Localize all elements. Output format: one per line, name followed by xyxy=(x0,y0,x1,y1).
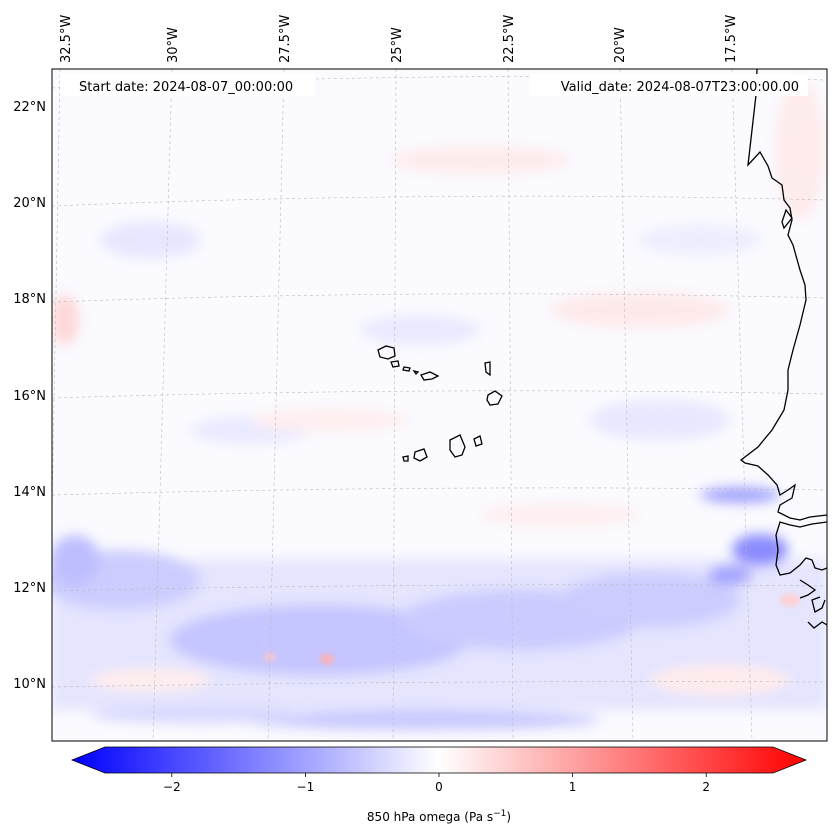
colorbar-tick-label: 2 xyxy=(702,780,710,794)
map-frame xyxy=(51,68,828,742)
colorbar-bar xyxy=(70,746,808,774)
valid-date-box xyxy=(530,74,808,96)
lat-label-10n: 10°N xyxy=(13,677,46,692)
colorbar-tick-label: −1 xyxy=(297,780,315,794)
colorbar-tick-label: 1 xyxy=(569,780,577,794)
colorbar-tick-label: 0 xyxy=(435,780,443,794)
lon-label-22-5w: 22.5°W xyxy=(502,15,517,63)
lat-label-20n: 20°N xyxy=(13,196,46,211)
omega-field xyxy=(52,80,827,730)
lat-label-12n: 12°N xyxy=(13,581,46,596)
lon-label-25w: 25°W xyxy=(390,27,405,63)
lat-label-22n: 22°N xyxy=(13,100,46,115)
lon-label-32-5w: 32.5°W xyxy=(59,15,74,63)
latitude-labels: 22°N 20°N 18°N 16°N 14°N 12°N 10°N xyxy=(13,100,46,692)
start-date-label: Start date: 2024-08-07_00:00:00 xyxy=(79,80,293,95)
colorbar-ticks: −2 −1 0 1 2 xyxy=(163,773,710,794)
colorbar-label: 850 hPa omega (Pa s−1) xyxy=(367,809,511,824)
lat-label-16n: 16°N xyxy=(13,389,46,404)
islands-cape-verde xyxy=(377,345,503,462)
colorbar-tick-label: −2 xyxy=(163,780,181,794)
lat-label-14n: 14°N xyxy=(13,485,46,500)
lon-label-30w: 30°W xyxy=(166,27,181,63)
lon-label-20w: 20°W xyxy=(613,27,628,63)
valid-date-label: Valid_date: 2024-08-07T23:00:00.00 xyxy=(561,80,799,95)
longitude-labels: 32.5°W 30°W 27.5°W 25°W 22.5°W 20°W 17.5… xyxy=(59,15,739,63)
lon-label-27-5w: 27.5°W xyxy=(278,15,293,63)
lat-label-18n: 18°N xyxy=(13,292,46,307)
start-date-box xyxy=(60,74,315,96)
lon-label-17-5w: 17.5°W xyxy=(724,15,739,63)
colorbar: −2 −1 0 1 2 850 hPa omega (Pa s−1) xyxy=(70,746,808,824)
coastline-africa xyxy=(739,69,827,629)
